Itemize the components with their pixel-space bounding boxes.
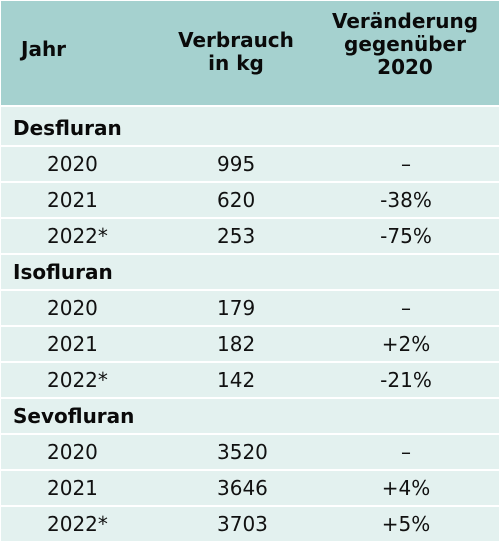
value-cell: 179 xyxy=(217,296,256,320)
row-divider xyxy=(1,105,499,107)
row-divider xyxy=(1,361,499,363)
table-row: 2021 182 +2% xyxy=(1,327,499,361)
table-row: 2022* 3703 +5% xyxy=(1,507,499,541)
year-cell: 2020 xyxy=(47,296,98,320)
row-divider xyxy=(1,253,499,255)
header-consumption-line1: Verbrauch xyxy=(178,28,294,52)
year-cell: 2021 xyxy=(47,188,98,212)
row-divider xyxy=(1,289,499,291)
table-row: 2021 3646 +4% xyxy=(1,471,499,505)
row-divider xyxy=(1,397,499,399)
header-change-line3: 2020 xyxy=(377,55,433,79)
value-cell: 3646 xyxy=(217,476,268,500)
row-divider xyxy=(1,145,499,147)
change-cell: +2% xyxy=(381,332,431,356)
header-change-line1: Veränderung xyxy=(331,9,479,33)
table-header: Jahr Verbrauch in kg Veränderung gegenüb… xyxy=(1,1,499,105)
change-cell: – xyxy=(401,152,411,176)
value-cell: 182 xyxy=(217,332,256,356)
change-cell: +5% xyxy=(381,512,431,536)
table-row: 2022* 253 -75% xyxy=(1,219,499,253)
value-cell: 995 xyxy=(217,152,256,176)
row-divider xyxy=(1,469,499,471)
change-cell: -38% xyxy=(380,188,432,212)
row-divider xyxy=(1,217,499,219)
group-name: Isofluran xyxy=(13,260,113,284)
table-row: 2020 3520 – xyxy=(1,435,499,469)
header-consumption: Verbrauch in kg xyxy=(151,29,321,75)
value-cell: 142 xyxy=(217,368,256,392)
table-row: 2020 995 – xyxy=(1,147,499,181)
table-row: 2021 620 -38% xyxy=(1,183,499,217)
group-row-isofluran: Isofluran xyxy=(1,255,499,289)
table-row: 2022* 142 -21% xyxy=(1,363,499,397)
year-cell: 2021 xyxy=(47,332,98,356)
group-name: Desfluran xyxy=(13,116,122,140)
row-divider xyxy=(1,325,499,327)
year-cell: 2020 xyxy=(47,440,98,464)
year-cell: 2021 xyxy=(47,476,98,500)
value-cell: 3520 xyxy=(217,440,268,464)
value-cell: 620 xyxy=(217,188,256,212)
change-cell: -21% xyxy=(380,368,432,392)
header-consumption-line2: in kg xyxy=(208,51,264,75)
group-name: Sevofluran xyxy=(13,404,135,428)
group-row-sevofluran: Sevofluran xyxy=(1,399,499,433)
row-divider xyxy=(1,181,499,183)
change-cell: -75% xyxy=(380,224,432,248)
year-cell: 2020 xyxy=(47,152,98,176)
year-cell: 2022* xyxy=(47,224,108,248)
year-cell: 2022* xyxy=(47,368,108,392)
change-cell: – xyxy=(401,440,411,464)
row-divider xyxy=(1,433,499,435)
value-cell: 3703 xyxy=(217,512,268,536)
change-cell: – xyxy=(401,296,411,320)
header-change-line2: gegenüber xyxy=(344,32,466,56)
table-row: 2020 179 – xyxy=(1,291,499,325)
year-cell: 2022* xyxy=(47,512,108,536)
value-cell: 253 xyxy=(217,224,256,248)
row-divider xyxy=(1,505,499,507)
group-row-desfluran: Desfluran xyxy=(1,111,499,145)
header-change: Veränderung gegenüber 2020 xyxy=(311,10,499,79)
header-year: Jahr xyxy=(21,37,67,61)
change-cell: +4% xyxy=(381,476,431,500)
